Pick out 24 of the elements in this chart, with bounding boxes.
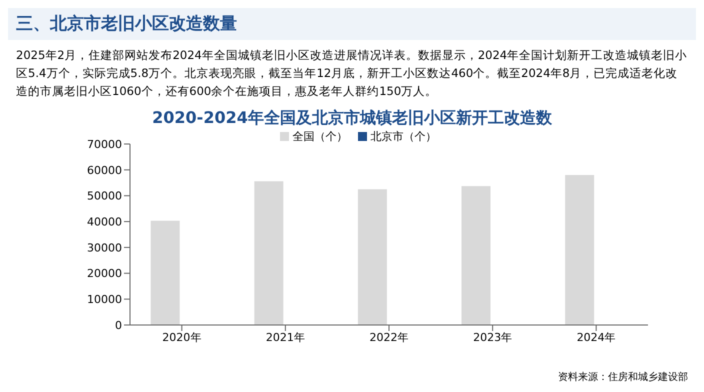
y-tick-label: 60000: [87, 164, 122, 177]
legend-label: 北京市（个）: [370, 130, 436, 143]
x-tick-label: 2023年: [473, 330, 512, 344]
x-tick-label: 2022年: [370, 330, 408, 344]
bar: [565, 175, 594, 325]
y-tick-label: 20000: [87, 267, 122, 280]
y-tick-label: 40000: [87, 215, 122, 228]
y-tick-label: 0: [115, 318, 122, 332]
legend-label: 全国（个）: [292, 130, 348, 143]
x-tick-label: 2021年: [266, 330, 305, 344]
x-tick-label: 2020年: [162, 330, 202, 344]
bar: [358, 189, 387, 325]
y-tick-label: 70000: [87, 138, 122, 151]
chart-subtitle: 2025年2月，住建部网站发布2024年全国城镇老旧小区改造进展情况详表。数据显示，2024年全国计划新开工改造城镇老旧小区5.4万个，实际完成5.8万个。北京表现亮眼，截至当年12月底，新开工小区数达460个。截至2024年8月，已完成适老化改造的市属老旧小区1060个，还有600余个在施项目，惠及老年人群约150万人。: [15, 47, 688, 100]
y-tick-label: 50000: [87, 190, 122, 203]
text: 三、北京市老旧小区改造数量: [8, 8, 696, 40]
y-tick-label: 30000: [87, 241, 122, 254]
bar: [254, 181, 284, 325]
text: 资料来源：住房和城乡建设部: [558, 370, 688, 384]
chart-title: 2020-2024年全国及北京市城镇老旧小区新开工改造数: [151, 108, 553, 129]
bar: [150, 220, 180, 325]
y-tick-label: 10000: [87, 293, 122, 306]
bar: [462, 186, 491, 325]
x-tick-label: 2024年: [576, 330, 616, 344]
